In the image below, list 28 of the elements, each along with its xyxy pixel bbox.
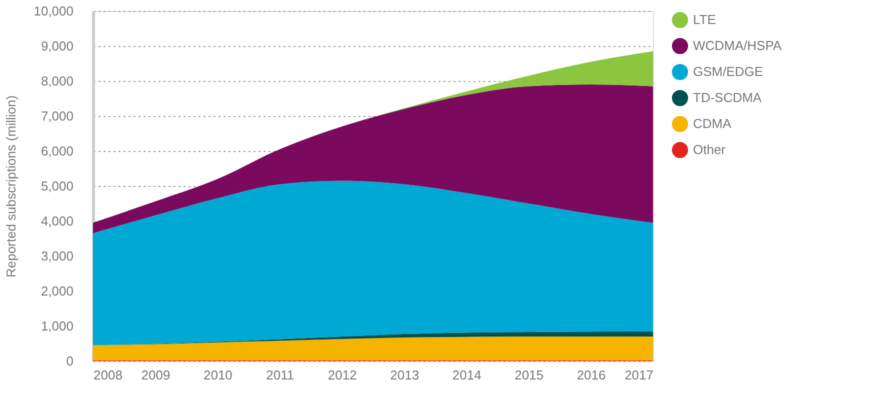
legend-label: CDMA <box>693 116 732 131</box>
legend-label: WCDMA/HSPA <box>693 38 782 53</box>
y-tick-label: 2,000 <box>40 284 74 298</box>
x-tick-label: 2011 <box>266 368 294 382</box>
y-tick-label: 0 <box>66 354 74 368</box>
y-axis-title: Reported subscriptions (million) <box>4 95 19 278</box>
legend-label: LTE <box>693 12 716 27</box>
legend-label: GSM/EDGE <box>693 64 764 79</box>
y-tick-label: 5,000 <box>40 178 74 194</box>
x-tick-label: 2010 <box>203 368 232 382</box>
legend-label: TD-SCDMA <box>693 90 762 105</box>
x-tick-label: 2014 <box>452 368 482 382</box>
y-tick-label: 4,000 <box>40 214 74 228</box>
x-tick-label: 2017 <box>624 368 654 382</box>
y-tick-label: 1,000 <box>40 318 74 334</box>
x-tick-label: 2013 <box>390 368 420 382</box>
y-tick-label: 9,000 <box>40 38 74 54</box>
legend-label: Other <box>693 142 726 157</box>
x-tick-label: 2015 <box>514 368 544 382</box>
x-tick-label: 2008 <box>94 368 122 382</box>
y-tick-label: 3,000 <box>40 248 74 264</box>
x-tick-label: 2012 <box>328 368 357 382</box>
x-tick-label: 2009 <box>141 368 170 382</box>
y-tick-label: 8,000 <box>40 74 74 88</box>
y-tick-label: 7,000 <box>40 108 74 124</box>
x-tick-label: 2016 <box>576 368 606 382</box>
y-tick-label: 10,000 <box>34 4 74 18</box>
y-tick-label: 6,000 <box>40 144 74 158</box>
